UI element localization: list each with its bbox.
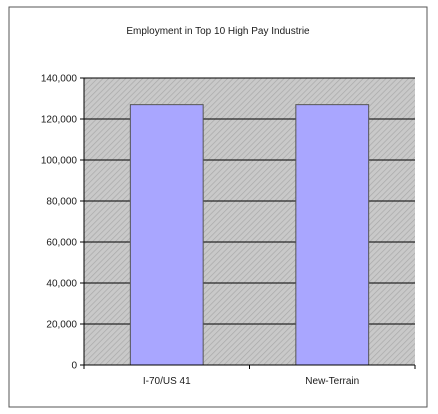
y-tick-label: 140,000 [41, 74, 78, 85]
chart-title: Employment in Top 10 High Pay Industrie [126, 26, 310, 37]
y-tick-label: 0 [71, 361, 77, 372]
y-tick-label: 100,000 [41, 156, 78, 167]
x-tick-label: New-Terrain [305, 376, 359, 387]
x-axis: I-70/US 41 New-Terrain [83, 364, 416, 387]
y-tick-label: 20,000 [46, 320, 77, 331]
y-tick-label: 60,000 [46, 238, 77, 249]
y-axis: 0 20,000 40,000 60,000 80,000 100,000 120,000 1… [41, 74, 85, 372]
bars [129, 104, 370, 366]
y-tick-label: 80,000 [46, 197, 77, 208]
bar-2 [295, 104, 370, 366]
y-tick-label: 40,000 [46, 279, 77, 290]
x-tick-label: I-70/US 41 [143, 376, 191, 387]
bar-1 [129, 104, 204, 366]
y-tick-label: 120,000 [41, 115, 78, 126]
